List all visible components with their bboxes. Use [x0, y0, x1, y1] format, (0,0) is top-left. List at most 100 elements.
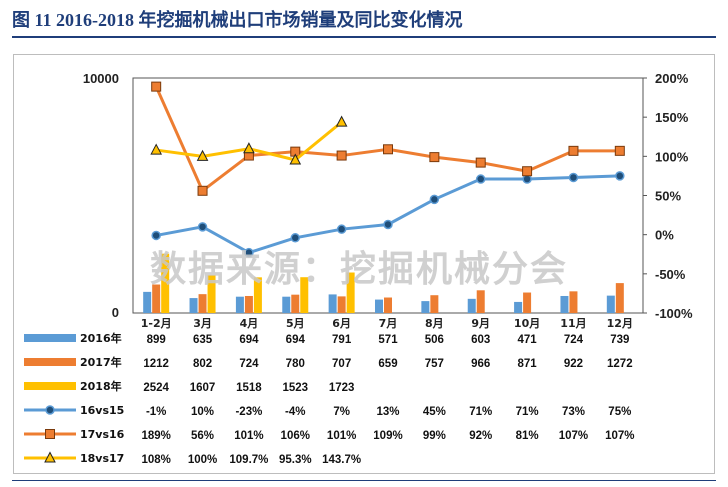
table-row-label: 17vs16 [80, 428, 125, 441]
point-17vs16 [429, 152, 440, 163]
table-cell: 101% [327, 430, 356, 442]
table-cell: 75% [608, 406, 631, 418]
legend-marker [45, 405, 55, 415]
point-17vs16 [151, 81, 162, 92]
point-16vs15 [244, 247, 254, 258]
bar-2016年 [421, 301, 430, 313]
legend-swatch [24, 334, 76, 342]
x-tick-label: 1-2月 [141, 317, 172, 330]
point-17vs16 [522, 166, 533, 177]
table-cell: 71% [516, 406, 539, 418]
table-cell: 603 [471, 334, 490, 346]
point-16vs15 [475, 174, 486, 184]
point-18vs17 [335, 115, 348, 127]
table-cell: 7% [333, 406, 350, 418]
table-cell: 802 [193, 358, 212, 370]
table-cell: 101% [234, 430, 263, 442]
bar-2018年 [300, 277, 309, 313]
title-rule [12, 36, 716, 38]
point-16vs15 [197, 222, 208, 232]
table-row-label: 2018年 [80, 379, 122, 393]
legend-swatch [24, 358, 76, 366]
bar-2016年 [375, 299, 383, 313]
x-tick-label: 7月 [379, 317, 398, 330]
y-right-tick-label: -100% [655, 306, 693, 321]
table-cell: 966 [471, 358, 490, 370]
y-right-tick-label: 100% [655, 149, 689, 164]
y-right-tick-label: 150% [655, 110, 689, 125]
x-tick-label: 6月 [332, 317, 351, 330]
x-tick-label: 5月 [286, 317, 305, 330]
y-right-tick-label: 0% [655, 228, 674, 243]
table-cell: 99% [423, 430, 446, 442]
point-16vs15 [568, 172, 579, 183]
table-row-label: 2016年 [80, 331, 122, 345]
table-cell: 506 [425, 334, 444, 346]
bar-2016年 [328, 294, 337, 313]
table-cell: -23% [235, 406, 262, 418]
bar-2017年 [152, 284, 161, 313]
line-17vs16 [154, 86, 620, 194]
table-cell: 107% [605, 430, 634, 442]
point-16vs15 [383, 219, 393, 230]
point-18vs17 [243, 142, 255, 154]
chart-frame [13, 54, 715, 474]
point-17vs16 [614, 145, 625, 156]
table-cell: 571 [378, 334, 398, 346]
table-cell: 2524 [143, 382, 169, 394]
x-tick-label: 3月 [193, 317, 212, 330]
table-cell: 1607 [190, 382, 216, 394]
table-cell: 143.7% [322, 454, 361, 466]
table-cell: 81% [516, 430, 539, 442]
y-right-tick-label: 200% [655, 71, 689, 86]
y-left-tick-label: 10000 [83, 71, 119, 86]
table-cell: 871 [517, 358, 537, 370]
table-cell: 109% [373, 430, 402, 442]
bottom-rule [12, 480, 716, 481]
point-16vs15 [336, 224, 347, 234]
point-17vs16 [475, 157, 486, 168]
bar-2018年 [346, 272, 355, 313]
bar-2016年 [189, 298, 198, 313]
table-cell: 724 [239, 358, 259, 370]
table-cell: 659 [378, 358, 397, 370]
bar-2016年 [143, 291, 152, 313]
point-17vs16 [383, 144, 393, 155]
table-cell: -4% [285, 406, 305, 418]
bar-2016年 [467, 298, 476, 313]
table-cell: 757 [425, 358, 444, 370]
bar-2016年 [235, 296, 244, 313]
bar-2016年 [560, 295, 569, 313]
table-cell: 106% [281, 430, 310, 442]
bar-2017年 [384, 297, 392, 313]
point-18vs17 [289, 153, 302, 165]
table-cell: 707 [332, 358, 351, 370]
watermark: 数据来源：挖掘机械分会 [150, 249, 569, 290]
figure-title: 图 11 2016-2018 年挖掘机械出口市场销量及同比变化情况 [12, 10, 463, 30]
table-cell: 109.7% [229, 454, 268, 466]
table-cell: 694 [286, 334, 306, 346]
table-cell: 694 [239, 334, 259, 346]
table-cell: 108% [141, 454, 170, 466]
x-tick-label: 12月 [607, 317, 633, 330]
point-17vs16 [568, 145, 579, 156]
point-17vs16 [336, 150, 347, 161]
table-cell: 635 [193, 334, 213, 346]
table-cell: 10% [191, 406, 214, 418]
bar-2017年 [476, 290, 485, 313]
y-left-tick-label: 0 [112, 305, 119, 320]
y-right-tick-label: -50% [655, 267, 686, 282]
point-18vs17 [150, 143, 163, 155]
bar-2016年 [514, 301, 523, 313]
table-cell: 56% [191, 430, 214, 442]
bar-2017年 [244, 295, 253, 313]
table-cell: 1523 [282, 382, 308, 394]
table-cell: 107% [559, 430, 588, 442]
point-17vs16 [197, 185, 208, 196]
table-cell: 189% [141, 430, 170, 442]
table-cell: 1212 [143, 358, 169, 370]
table-cell: 1723 [329, 382, 355, 394]
point-16vs15 [429, 194, 440, 205]
